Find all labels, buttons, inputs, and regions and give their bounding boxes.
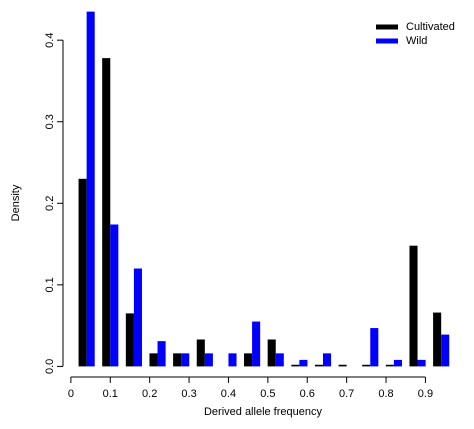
legend-label: Wild	[406, 35, 427, 47]
x-tick-label: 0.3	[181, 388, 196, 400]
bar	[173, 353, 182, 367]
bar	[291, 364, 300, 367]
bar	[267, 339, 276, 367]
bar	[102, 58, 111, 367]
y-tick-label: 0.1	[44, 277, 56, 292]
x-tick-label: 0.1	[103, 388, 118, 400]
bar	[433, 312, 442, 367]
bar	[78, 178, 87, 367]
bar	[125, 313, 134, 367]
bar	[252, 321, 261, 367]
bar	[196, 339, 205, 367]
bar	[370, 328, 379, 367]
x-tick-label: 0.2	[142, 388, 157, 400]
y-tick-label: 0.4	[44, 33, 56, 48]
y-tick-label: 0.0	[44, 359, 56, 374]
x-tick-label: 0.9	[418, 388, 433, 400]
bar	[157, 341, 166, 367]
x-tick-label: 0	[68, 388, 74, 400]
bar	[86, 11, 95, 367]
y-tick-label: 0.2	[44, 196, 56, 211]
bar	[323, 353, 332, 367]
bar	[244, 353, 253, 367]
x-tick-label: 0.5	[260, 388, 275, 400]
bar	[149, 353, 158, 367]
y-tick-label: 0.3	[44, 114, 56, 129]
x-axis-label: Derived allele frequency	[204, 406, 323, 418]
bar	[204, 353, 213, 367]
bar	[393, 359, 402, 367]
x-tick-label: 0.7	[339, 388, 354, 400]
bar	[409, 245, 418, 367]
bar	[299, 359, 308, 367]
bar	[417, 359, 426, 367]
bar	[181, 353, 190, 367]
bar	[314, 364, 323, 367]
bar	[441, 334, 450, 367]
x-tick-label: 0.4	[221, 388, 236, 400]
bar	[362, 364, 371, 367]
bar	[110, 224, 119, 367]
bar	[275, 353, 284, 367]
bar	[385, 364, 394, 367]
x-tick-label: 0.6	[300, 388, 315, 400]
bar	[133, 268, 142, 367]
y-axis-label: Density	[10, 184, 22, 221]
bar	[338, 364, 347, 367]
x-tick-label: 0.8	[378, 388, 393, 400]
legend-label: Cultivated	[406, 21, 455, 33]
bar	[228, 353, 237, 367]
